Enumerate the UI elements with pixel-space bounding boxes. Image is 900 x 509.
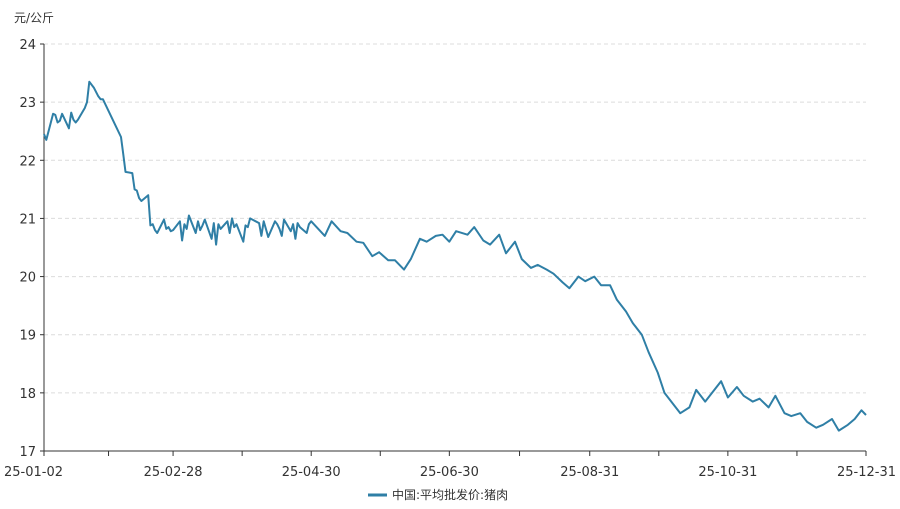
y-tick-label: 21 <box>19 212 36 227</box>
y-unit-label: 元/公斤 <box>14 11 54 25</box>
x-tick-label: 25-08-31 <box>560 465 619 480</box>
x-tick-label: 25-02-28 <box>144 465 203 480</box>
legend[interactable]: 中国:平均批发价:猪肉 <box>368 487 508 502</box>
y-tick-label: 19 <box>19 329 36 344</box>
y-tick-label: 17 <box>19 445 36 460</box>
y-tick-label: 20 <box>19 271 36 286</box>
x-tick-label: 25-10-31 <box>698 465 757 480</box>
y-tick-label: 22 <box>19 154 36 169</box>
x-axis: 25-01-02 25-02-28 25-04-30 25-06-30 25-08-31… <box>4 450 896 480</box>
y-axis: 17 18 19 20 21 22 23 24 <box>19 38 45 460</box>
x-tick-label: 25-01-02 <box>4 465 63 480</box>
x-tick-label: 25-12-31 <box>837 465 896 480</box>
y-tick-label: 18 <box>19 387 36 402</box>
legend-label: 中国:平均批发价:猪肉 <box>392 487 508 502</box>
series-line <box>43 80 867 432</box>
x-tick-label: 25-06-30 <box>420 465 479 480</box>
y-tick-label: 23 <box>19 96 36 111</box>
y-gridlines <box>44 43 866 394</box>
series-layer <box>43 80 867 432</box>
x-tick-label: 25-04-30 <box>282 465 341 480</box>
y-tick-label: 24 <box>19 38 36 53</box>
